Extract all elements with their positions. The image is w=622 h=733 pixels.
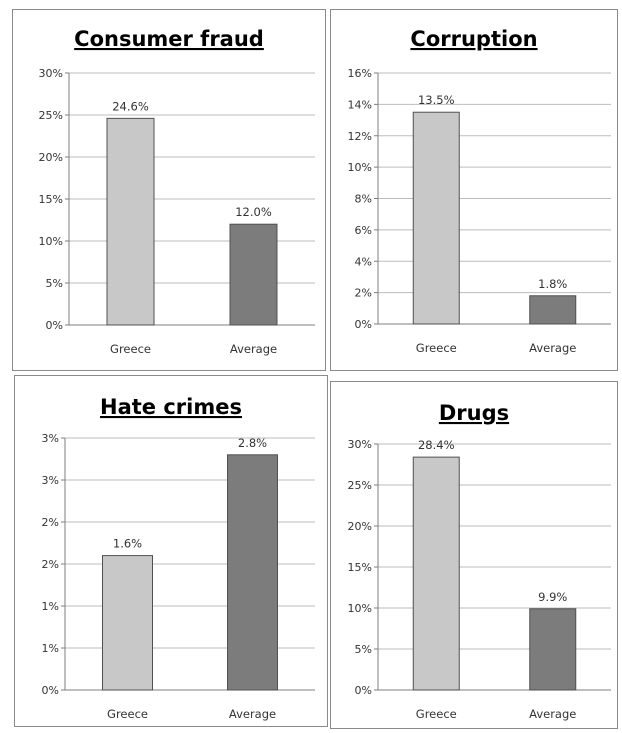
corruption-bar-greece xyxy=(412,111,460,325)
corruption-chart-title: Corruption xyxy=(410,27,537,51)
corruption-data-label-greece: 13.5% xyxy=(418,93,455,107)
hate-crimes-data-label-average: 2.8% xyxy=(238,436,267,450)
chart-panel-hate-crimes: Hate crimes 0% 1% 1% 2% 2% 3% 3% 1.6% Greece 2.8% A… xyxy=(14,375,328,727)
corruption-y-tick-label: 16% xyxy=(348,67,372,80)
consumer-fraud-chart: Consumer fraud 0% 5% 10% 15% 20% 25% 30% 24.6% Gr… xyxy=(39,27,315,356)
corruption-y-tick-label: 14% xyxy=(348,98,372,111)
hate-crimes-y-tick-label: 3% xyxy=(42,432,59,445)
drugs-chart: Drugs 0% 5% 10% 15% 20% 25% 30% 28.4% Greece 9.9% A… xyxy=(348,401,611,721)
drugs-y-tick-label: 25% xyxy=(348,479,372,492)
corruption-chart: Corruption 0% 2% 4% 6% 8% 10% 12% 14% 16% 13.5% Gre… xyxy=(348,27,611,355)
corruption-y-tick-label: 6% xyxy=(355,224,372,237)
chart-panel-corruption: Corruption 0% 2% 4% 6% 8% 10% 12% 14% 16% 13.5% Gre… xyxy=(330,9,618,371)
hate-crimes-y-tick-label: 1% xyxy=(42,600,59,613)
consumer-fraud-chart-title: Consumer fraud xyxy=(74,27,264,51)
consumer-fraud-category-label-average: Average xyxy=(230,342,277,356)
drugs-y-tick-label: 5% xyxy=(355,643,372,656)
drugs-data-label-greece: 28.4% xyxy=(418,438,455,452)
corruption-y-tick-label: 8% xyxy=(355,193,372,206)
drugs-bar-greece xyxy=(412,456,460,691)
drugs-y-tick-label: 15% xyxy=(348,561,372,574)
drugs-chart-title: Drugs xyxy=(439,401,509,425)
corruption-y-tick-label: 0% xyxy=(355,318,372,331)
hate-crimes-y-tick-label: 1% xyxy=(42,642,59,655)
corruption-data-label-average: 1.8% xyxy=(538,277,567,291)
corruption-y-tick-label: 12% xyxy=(348,130,372,143)
hate-crimes-category-label-greece: Greece xyxy=(107,707,148,721)
consumer-fraud-y-tick-label: 15% xyxy=(39,193,63,206)
corruption-y-tick-label: 4% xyxy=(355,255,372,268)
corruption-y-tick-label: 2% xyxy=(355,287,372,300)
consumer-fraud-bar-average xyxy=(229,223,278,326)
corruption-bar-average xyxy=(529,295,577,325)
drugs-y-tick-label: 20% xyxy=(348,520,372,533)
drugs-y-tick-label: 0% xyxy=(355,684,372,697)
hate-crimes-y-tick-label: 0% xyxy=(42,684,59,697)
hate-crimes-bar-average xyxy=(227,454,278,691)
consumer-fraud-y-tick-label: 25% xyxy=(39,109,63,122)
consumer-fraud-category-label-greece: Greece xyxy=(110,342,151,356)
hate-crimes-data-label-greece: 1.6% xyxy=(113,537,142,551)
consumer-fraud-data-label-average: 12.0% xyxy=(235,205,272,219)
chart-panel-consumer-fraud: Consumer fraud 0% 5% 10% 15% 20% 25% 30% 24.6% Gr… xyxy=(12,9,326,371)
hate-crimes-chart: Hate crimes 0% 1% 1% 2% 2% 3% 3% 1.6% Greece 2.8% A… xyxy=(42,395,315,721)
consumer-fraud-data-label-greece: 24.6% xyxy=(112,99,149,113)
corruption-category-label-average: Average xyxy=(529,341,576,355)
hate-crimes-chart-title: Hate crimes xyxy=(100,395,242,419)
chart-panel-drugs: Drugs 0% 5% 10% 15% 20% 25% 30% 28.4% Greece 9.9% A… xyxy=(330,381,618,729)
corruption-category-label-greece: Greece xyxy=(416,341,457,355)
consumer-fraud-y-tick-label: 5% xyxy=(46,277,63,290)
drugs-data-label-average: 9.9% xyxy=(538,590,567,604)
drugs-bar-average xyxy=(529,608,577,691)
drugs-y-tick-label: 30% xyxy=(348,438,372,451)
consumer-fraud-y-tick-label: 0% xyxy=(46,319,63,332)
hate-crimes-y-tick-label: 2% xyxy=(42,516,59,529)
hate-crimes-category-label-average: Average xyxy=(229,707,276,721)
corruption-y-tick-label: 10% xyxy=(348,161,372,174)
hate-crimes-y-tick-label: 3% xyxy=(42,474,59,487)
drugs-category-label-greece: Greece xyxy=(416,707,457,721)
hate-crimes-bar-greece xyxy=(102,555,153,691)
hate-crimes-y-tick-label: 2% xyxy=(42,558,59,571)
consumer-fraud-y-tick-label: 10% xyxy=(39,235,63,248)
consumer-fraud-y-tick-label: 30% xyxy=(39,67,63,80)
consumer-fraud-bar-greece xyxy=(106,117,155,326)
drugs-category-label-average: Average xyxy=(529,707,576,721)
drugs-y-tick-label: 10% xyxy=(348,602,372,615)
consumer-fraud-y-tick-label: 20% xyxy=(39,151,63,164)
